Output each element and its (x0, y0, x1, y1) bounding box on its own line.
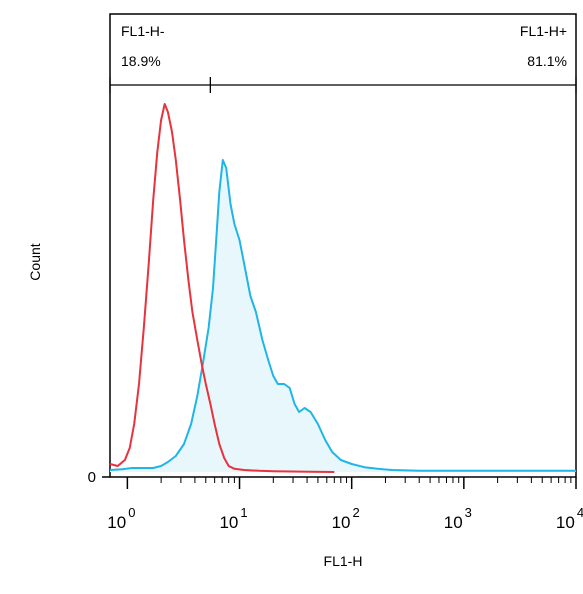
series-1-area (110, 160, 576, 472)
y-axis-label: Count (27, 243, 43, 280)
x-tick-label-2: 102 (332, 505, 360, 532)
x-axis-label: FL1-H (324, 553, 363, 569)
series-0-line (109, 103, 335, 473)
gate-0-percent: 18.9% (121, 53, 161, 69)
x-tick-exponent-0: 0 (128, 505, 135, 520)
series-layer (109, 103, 576, 473)
x-tick-exponent-2: 2 (353, 505, 360, 520)
x-tick-label-4: 104 (556, 505, 583, 532)
x-tick-exponent-4: 4 (577, 505, 583, 520)
gate-1-name: FL1-H+ (520, 23, 567, 39)
plot-frame (109, 13, 577, 478)
x-tick-label-1: 101 (219, 505, 247, 532)
y-tick-label-0: 0 (88, 469, 96, 486)
series-1-line (109, 159, 576, 472)
x-tick-label-3: 103 (444, 505, 472, 532)
x-tick-exponent-3: 3 (465, 505, 472, 520)
gate-1-percent: 81.1% (527, 53, 567, 69)
gate-0-name: FL1-H- (121, 23, 165, 39)
x-tick-exponent-1: 1 (240, 505, 247, 520)
x-tick-label-0: 100 (107, 505, 135, 532)
gate-layer: FL1-H- 18.9% FL1-H+ 81.1% (109, 23, 577, 93)
